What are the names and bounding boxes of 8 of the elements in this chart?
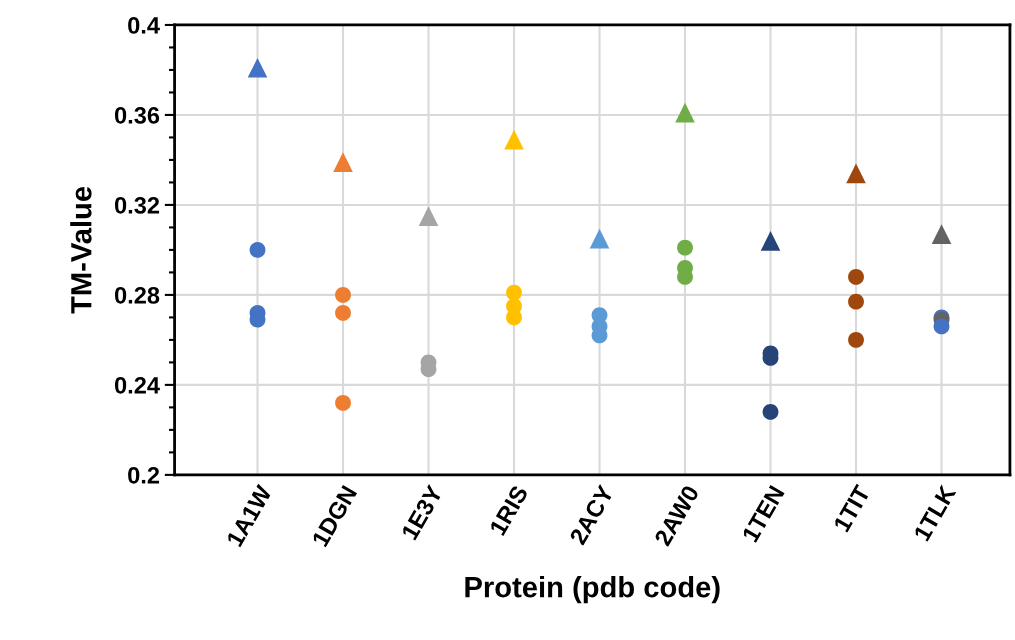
y-tick-label: 0.2 xyxy=(128,466,160,484)
y-tick-label: 0.32 xyxy=(114,197,160,214)
y-tick-label: 0.24 xyxy=(114,376,160,394)
x-axis-title: Protein (pdb code) xyxy=(465,576,720,604)
y-tick-label: 0.36 xyxy=(114,107,160,124)
y-axis-title: TM-Value xyxy=(70,186,92,314)
y-tick-label: 0.28 xyxy=(114,286,160,304)
y-tick-label: 0.4 xyxy=(128,17,160,34)
